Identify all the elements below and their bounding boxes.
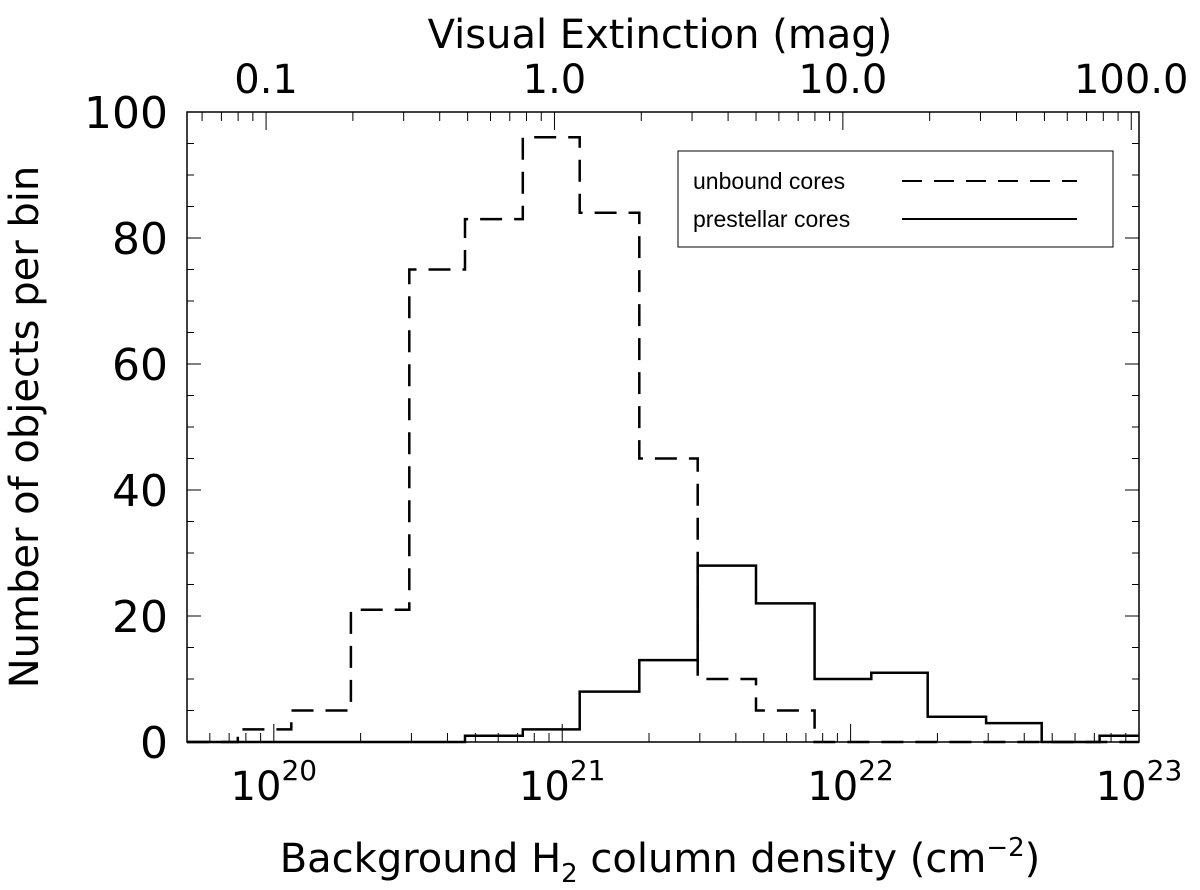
x-axis-label-end: ) xyxy=(1025,836,1041,882)
x-axis-label-subscript: 2 xyxy=(561,859,578,889)
x-tick-label-base: 10 xyxy=(519,764,570,810)
x-tick-label-base: 10 xyxy=(807,764,858,810)
x-tick-label-base: 10 xyxy=(231,764,282,810)
x-tick-label: 1020 xyxy=(231,754,318,810)
top-tick-label: 10.0 xyxy=(798,57,887,103)
top-tick-label: 0.1 xyxy=(234,57,298,103)
x-tick-label-exponent: 20 xyxy=(281,754,317,787)
x-axis-label: Background H2 column density (cm−2) xyxy=(280,833,1041,889)
x-axis-label-main: Background H xyxy=(280,836,561,882)
x-tick-label-exponent: 23 xyxy=(1147,754,1183,787)
y-tick-label: 100 xyxy=(84,88,168,139)
top-tick-label: 1.0 xyxy=(523,57,587,103)
y-tick-label: 40 xyxy=(112,466,168,517)
tick-marks xyxy=(186,111,1140,743)
top-tick-label: 100.0 xyxy=(1074,57,1189,103)
y-tick-label: 20 xyxy=(112,592,168,643)
legend-label-unbound: unbound cores xyxy=(693,168,845,194)
y-axis-label: Number of objects per bin xyxy=(2,166,48,689)
series-line-prestellar-cores xyxy=(187,564,1139,744)
series-line-unbound-cores xyxy=(187,135,1139,744)
y-tick-label: 60 xyxy=(112,340,168,391)
legend-label-prestellar: prestellar cores xyxy=(693,206,850,232)
legend-box xyxy=(677,150,1114,248)
x-tick-label: 1021 xyxy=(519,754,606,810)
top-axis-label: Visual Extinction (mag) xyxy=(428,12,893,58)
series-layer xyxy=(187,135,1139,744)
x-axis-label-tail: column density (cm xyxy=(578,836,987,882)
x-axis-label-superscript: −2 xyxy=(986,833,1024,863)
y-tick-label: 0 xyxy=(140,718,168,769)
x-tick-label-exponent: 22 xyxy=(858,754,894,787)
x-tick-label-exponent: 21 xyxy=(570,754,606,787)
y-tick-label: 80 xyxy=(112,214,168,265)
x-tick-label: 1023 xyxy=(1096,754,1183,810)
legend: unbound cores prestellar cores xyxy=(677,150,1114,248)
x-tick-label-base: 10 xyxy=(1096,764,1147,810)
x-tick-label: 1022 xyxy=(807,754,894,810)
